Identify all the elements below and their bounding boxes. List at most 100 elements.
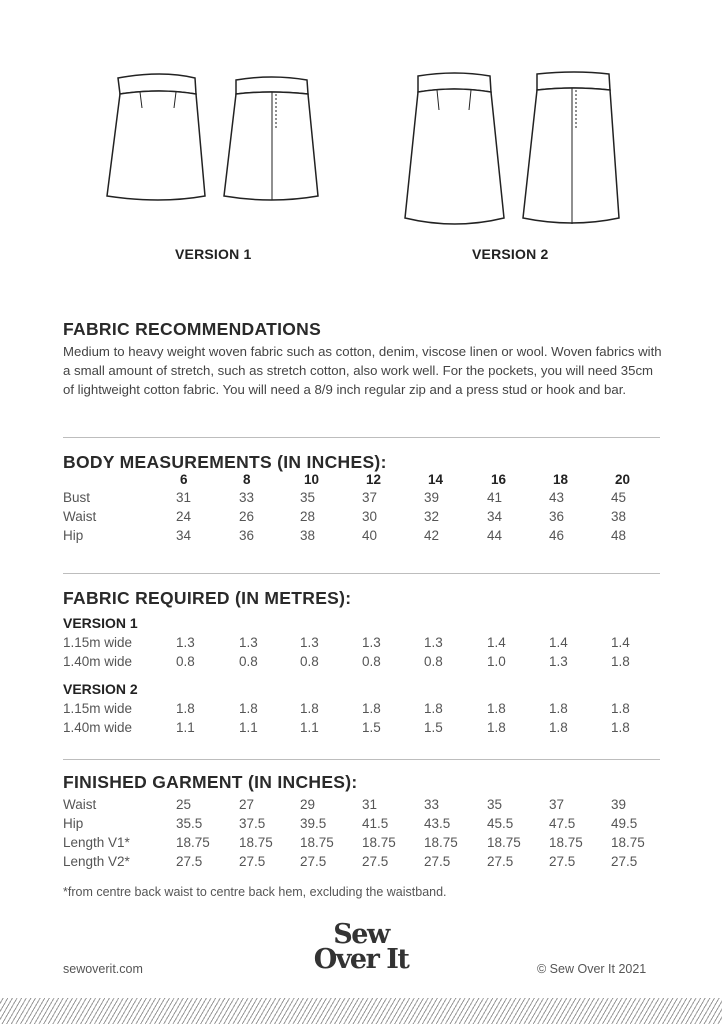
table-cell: 28 (300, 509, 316, 524)
table-cell: 1.1 (300, 720, 319, 735)
table-cell: 48 (611, 528, 627, 543)
table-cell: 1.8 (549, 720, 568, 735)
size-header: 14 (428, 472, 444, 487)
table-cell: 45.5 (487, 816, 514, 831)
table-cell: 34 (487, 509, 503, 524)
version-group-label: VERSION 1 (63, 615, 138, 631)
logo-line2: Over It (313, 944, 410, 975)
row-label: Length V1* (63, 835, 130, 850)
row-label: Waist (63, 509, 97, 524)
table-cell: 1.0 (487, 654, 506, 669)
skirt-illustrations (106, 71, 620, 225)
table-cell: 36 (549, 509, 565, 524)
table-cell: 34 (176, 528, 192, 543)
row-label: Length V2* (63, 854, 130, 869)
table-cell: 27.5 (487, 854, 514, 869)
table-cell: 1.8 (611, 720, 630, 735)
table-cell: 39 (611, 797, 627, 812)
logo-line1: Sew (333, 919, 390, 950)
size-header: 20 (615, 472, 631, 487)
table-cell: 1.8 (424, 701, 443, 716)
website-link[interactable]: sewoverit.com (63, 962, 143, 976)
fabric-recommendations-title: FABRIC RECOMMENDATIONS (63, 319, 322, 339)
table-cell: 43.5 (424, 816, 451, 831)
table-cell: 1.3 (362, 635, 381, 650)
table-cell: 27.5 (362, 854, 389, 869)
table-cell: 31 (176, 490, 192, 505)
size-header: 10 (304, 472, 320, 487)
finished-garment-title: FINISHED GARMENT (IN INCHES): (63, 772, 358, 792)
table-cell: 39 (424, 490, 440, 505)
table-cell: 46 (549, 528, 565, 543)
version2-label: VERSION 2 (472, 246, 549, 262)
table-cell: 0.8 (176, 654, 195, 669)
table-cell: 1.4 (549, 635, 568, 650)
table-cell: 1.8 (611, 654, 630, 669)
table-cell: 37.5 (239, 816, 266, 831)
divider (63, 759, 660, 760)
table-cell: 27.5 (424, 854, 451, 869)
row-label: 1.40m wide (63, 654, 133, 669)
table-cell: 0.8 (300, 654, 319, 669)
table-cell: 30 (362, 509, 378, 524)
body-measurements-title: BODY MEASUREMENTS (IN INCHES): (63, 452, 387, 472)
table-cell: 43 (549, 490, 565, 505)
row-label: 1.40m wide (63, 720, 133, 735)
fabric-required-title: FABRIC REQUIRED (IN METRES): (63, 588, 352, 608)
table-cell: 1.3 (424, 635, 443, 650)
table-cell: 35 (300, 490, 316, 505)
table-cell: 1.8 (176, 701, 195, 716)
divider (63, 573, 660, 574)
table-cell: 40 (362, 528, 378, 543)
row-label: Waist (63, 797, 97, 812)
table-cell: 0.8 (239, 654, 258, 669)
table-cell: 1.8 (611, 701, 630, 716)
table-cell: 37 (362, 490, 378, 505)
row-label: 1.15m wide (63, 701, 133, 716)
table-cell: 1.5 (362, 720, 381, 735)
table-cell: 18.75 (176, 835, 210, 850)
table-cell: 1.4 (487, 635, 506, 650)
table-cell: 29 (300, 797, 316, 812)
table-cell: 38 (300, 528, 316, 543)
size-header: 16 (491, 472, 507, 487)
table-cell: 1.8 (300, 701, 319, 716)
table-cell: 1.5 (424, 720, 443, 735)
table-cell: 18.75 (362, 835, 396, 850)
table-cell: 1.8 (362, 701, 381, 716)
table-cell: 1.3 (549, 654, 568, 669)
size-header: 18 (553, 472, 569, 487)
table-cell: 39.5 (300, 816, 327, 831)
table-cell: 27 (239, 797, 255, 812)
table-cell: 45 (611, 490, 627, 505)
table-cell: 32 (424, 509, 440, 524)
table-cell: 18.75 (549, 835, 583, 850)
table-cell: 1.3 (300, 635, 319, 650)
table-cell: 25 (176, 797, 192, 812)
table-cell: 1.8 (239, 701, 258, 716)
table-cell: 0.8 (424, 654, 443, 669)
footnote: *from centre back waist to centre back h… (63, 885, 447, 899)
table-cell: 41 (487, 490, 503, 505)
table-cell: 26 (239, 509, 255, 524)
table-cell: 1.1 (239, 720, 258, 735)
row-label: Hip (63, 816, 84, 831)
size-header: 8 (243, 472, 251, 487)
hatched-border (0, 998, 722, 1024)
version2-back-skirt (522, 71, 620, 224)
table-cell: 27.5 (549, 854, 576, 869)
table-cell: 38 (611, 509, 627, 524)
sew-over-it-logo: Sew Over It (300, 919, 422, 975)
table-cell: 36 (239, 528, 255, 543)
table-cell: 18.75 (300, 835, 334, 850)
table-cell: 1.3 (239, 635, 258, 650)
version2-front-skirt (404, 72, 505, 225)
size-header: 6 (180, 472, 188, 487)
table-cell: 1.1 (176, 720, 195, 735)
size-header: 12 (366, 472, 382, 487)
table-cell: 1.8 (549, 701, 568, 716)
copyright: © Sew Over It 2021 (537, 962, 647, 976)
row-label: 1.15m wide (63, 635, 133, 650)
version1-front-skirt (106, 73, 206, 201)
divider (63, 437, 660, 438)
